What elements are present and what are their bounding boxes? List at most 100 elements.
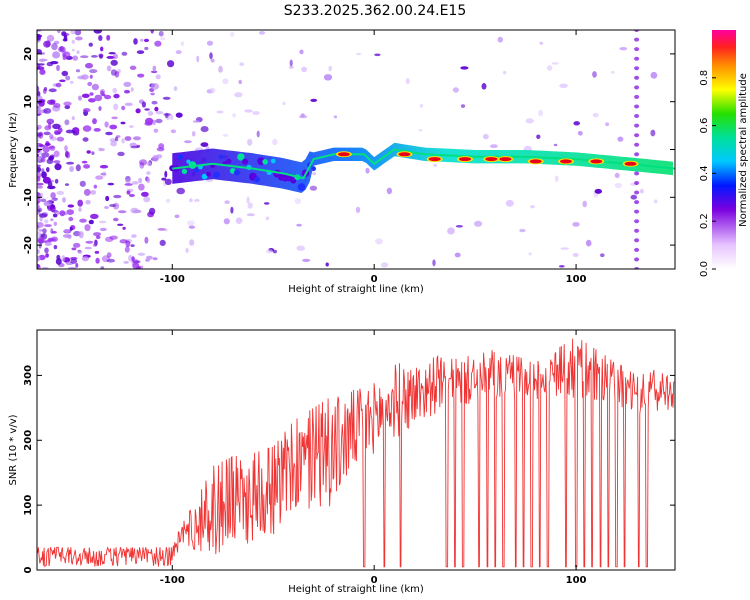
noise-blob (132, 260, 141, 264)
noise-blob (81, 160, 88, 164)
noise-blob (38, 243, 42, 249)
colorbar: 0.0 0.2 0.4 0.6 0.8 Normalized spectral ampl… (699, 30, 749, 277)
noise-blob (239, 62, 245, 67)
noise-blob (92, 118, 97, 125)
noise-blob (78, 231, 84, 239)
ridge-blob (311, 166, 316, 172)
noise-blob (37, 182, 44, 186)
noise-blob (124, 89, 130, 94)
noise-blob (85, 240, 94, 244)
noise-blob (481, 83, 487, 90)
noise-blob (102, 171, 107, 177)
artifact-blob (634, 200, 640, 205)
spectral-ridge (172, 142, 674, 193)
noise-blob (56, 136, 65, 142)
noise-blob (577, 131, 583, 136)
noise-blob (455, 225, 463, 228)
noise-blob (108, 52, 116, 55)
noise-blob (105, 131, 113, 136)
noise-blob (104, 94, 112, 100)
noise-blob (43, 219, 49, 224)
noise-blob (47, 181, 53, 188)
noise-blob (356, 52, 361, 56)
noise-blob (37, 49, 42, 54)
y-tick-label: 0 (23, 566, 34, 573)
noise-blob (447, 227, 455, 235)
spectrogram-ylabel: Frequency (Hz) (8, 112, 19, 188)
noise-blob (189, 239, 195, 246)
noise-blob (46, 34, 55, 42)
noise-blob (150, 83, 160, 90)
artifact-blob (634, 142, 640, 147)
noise-blob (64, 183, 70, 186)
noise-blob (98, 220, 107, 224)
ridge-blob (242, 158, 248, 165)
noise-blob (106, 65, 112, 72)
noise-blob (79, 218, 87, 223)
noise-blob (93, 127, 101, 132)
noise-blob (312, 172, 317, 176)
noise-blob (144, 121, 153, 126)
noise-blob (51, 198, 58, 201)
noise-blob (37, 85, 40, 93)
snr-series-line (37, 338, 675, 568)
noise-blob (99, 164, 109, 169)
noise-blob (502, 70, 507, 75)
noise-blob (86, 150, 91, 154)
noise-blob (53, 245, 58, 250)
noise-blob (454, 252, 461, 258)
ridge-blob (290, 177, 297, 184)
noise-blob (144, 236, 149, 244)
noise-blob (46, 167, 50, 173)
noise-blob (210, 58, 215, 63)
noise-blob (123, 261, 130, 264)
noise-blob (139, 161, 145, 169)
noise-blob (64, 119, 70, 126)
noise-blob (65, 129, 74, 134)
artifact-blob (634, 219, 640, 224)
ridge-blob (177, 154, 184, 160)
noise-blob (619, 47, 628, 51)
ridge-blob (237, 153, 245, 161)
noise-blob (93, 30, 102, 34)
noise-blob (82, 125, 92, 132)
noise-blob (38, 229, 44, 232)
noise-blob (130, 244, 135, 248)
artifact-blob (634, 152, 640, 157)
snr-panel: -100 0 100 0 100 200 300 Height of straight li… (8, 329, 676, 595)
noise-blob (121, 105, 126, 111)
noise-blob (100, 46, 104, 52)
hot-spot (337, 152, 350, 157)
ridge-blob (218, 154, 223, 159)
noise-blob (122, 226, 126, 230)
noise-blob (88, 219, 94, 225)
noise-blob (44, 247, 49, 254)
noise-blob (131, 234, 137, 238)
noise-blob (572, 253, 579, 257)
artifact-blob (634, 56, 640, 61)
artifact-blob (634, 94, 640, 99)
ridge-blob (234, 169, 240, 176)
noise-blob (110, 140, 117, 147)
noise-blob (50, 61, 59, 65)
noise-blob (81, 93, 90, 99)
noise-blob (614, 182, 622, 189)
noise-blob (104, 206, 109, 209)
noise-blob (61, 70, 69, 77)
noise-blob (95, 175, 104, 180)
noise-blob (120, 121, 126, 125)
artifact-blob (634, 133, 640, 138)
snr-xlabel: Height of straight line (km) (288, 584, 424, 595)
noise-blob (48, 88, 57, 93)
artifact-blob (634, 228, 640, 233)
noise-blob (37, 124, 42, 130)
noise-blob (118, 210, 127, 214)
noise-blob (43, 131, 51, 136)
noise-blob (630, 194, 638, 200)
figure-title: S233.2025.362.00.24.E15 (284, 3, 467, 19)
noise-blob (497, 36, 503, 43)
noise-blob (121, 51, 128, 56)
noise-blob (224, 200, 230, 205)
noise-blob (76, 50, 80, 55)
